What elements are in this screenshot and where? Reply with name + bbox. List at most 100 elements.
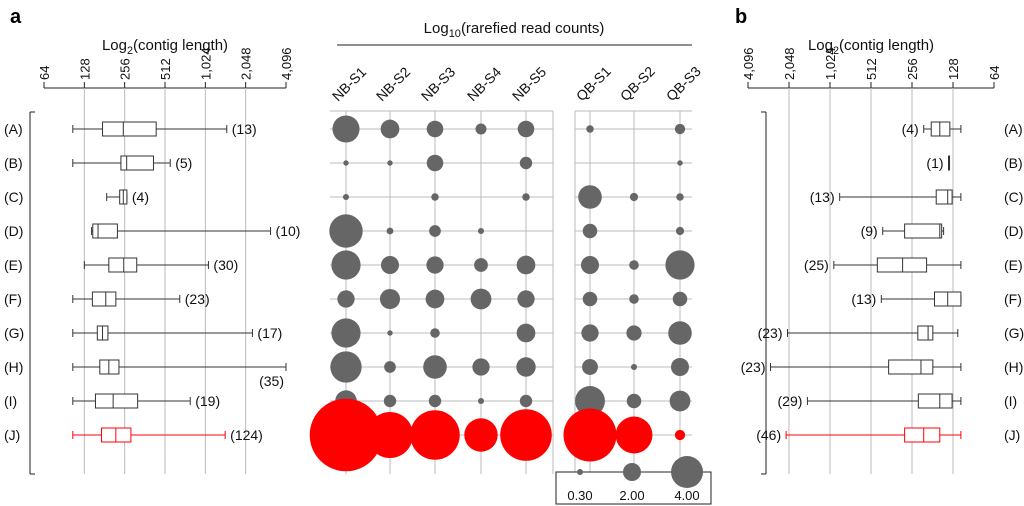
category-label: (B) <box>1004 155 1023 171</box>
bubble <box>337 290 355 308</box>
x-tick-label: 64 <box>987 66 1002 80</box>
bubble <box>582 359 598 375</box>
bubble <box>387 330 393 336</box>
legend-label: 2.00 <box>619 488 644 503</box>
bubble <box>668 321 692 345</box>
bubble <box>500 409 552 461</box>
category-label: (H) <box>4 359 23 375</box>
x-axis-label-subscript: 2 <box>833 45 839 57</box>
x-axis-label-subscript: 2 <box>127 45 133 57</box>
x-tick-label: 128 <box>77 58 92 80</box>
category-label: (A) <box>4 121 23 137</box>
bubble <box>426 154 444 172</box>
x-tick-label: 256 <box>118 58 133 80</box>
bubble <box>383 394 397 408</box>
legend-bubble <box>671 456 703 488</box>
bubble <box>671 358 689 376</box>
panel-a-boxplot: Log2(contig length) 64 128 256 512 1,024 2,048… <box>4 37 301 475</box>
box <box>120 155 154 171</box>
bubble <box>428 394 442 408</box>
bubble <box>516 323 536 343</box>
category-label: (F) <box>1004 291 1022 307</box>
sample-count-label: (35) <box>259 373 284 389</box>
bubble <box>669 390 691 412</box>
sample-count-label: (13) <box>810 189 835 205</box>
x-tick-label: 512 <box>158 58 173 80</box>
x-axis-label-prefix: Log <box>808 37 833 54</box>
bubble <box>470 288 492 310</box>
sample-count-label: (30) <box>213 257 238 273</box>
box <box>99 359 120 375</box>
category-label: (C) <box>1004 189 1023 205</box>
category-label: (I) <box>4 393 17 409</box>
box <box>94 393 139 409</box>
bubble <box>474 258 488 272</box>
sample-count-label: (10) <box>276 223 301 239</box>
bubble <box>387 160 393 166</box>
bubble-title-suffix: (rarefied read counts) <box>461 20 604 37</box>
x-tick-label: 2,048 <box>239 47 254 80</box>
bubble <box>676 193 684 201</box>
sample-count-label: (23) <box>185 291 210 307</box>
bubble-chart-title: Log10(rarefied read counts) <box>424 20 605 40</box>
sample-count-label: (25) <box>804 257 829 273</box>
panel-letter-b: b <box>735 6 748 28</box>
bubble <box>677 160 683 166</box>
box <box>92 223 118 239</box>
sample-count-label: (19) <box>195 393 220 409</box>
bubble <box>629 294 639 304</box>
sample-count-label: (13) <box>851 291 876 307</box>
bubble <box>586 125 594 133</box>
x-tick-label: 128 <box>946 58 961 80</box>
bubble <box>581 324 599 342</box>
bubble <box>380 119 400 139</box>
bubble <box>464 418 498 452</box>
column-label: NB-S3 <box>418 63 459 104</box>
column-label: QB-S3 <box>663 63 704 104</box>
bubble <box>615 416 653 454</box>
box <box>904 427 941 443</box>
category-label: (D) <box>4 223 23 239</box>
legend-bubble <box>576 468 584 476</box>
panel-b-boxplot: Log2(contig length) 4,096 2,048 1,024 512 256… <box>741 37 1024 475</box>
x-axis-label: Log2(contig length) <box>102 37 228 57</box>
legend-bubble <box>623 463 641 481</box>
category-label: (G) <box>4 325 24 341</box>
bubble <box>626 325 642 341</box>
bubble <box>381 256 399 274</box>
sample-count-label: (13) <box>232 121 257 137</box>
bubble <box>516 255 536 275</box>
x-axis-label-suffix: (contig length) <box>133 37 228 54</box>
bubble <box>425 289 445 309</box>
bubble <box>384 361 396 373</box>
sample-count-label: (1) <box>926 155 943 171</box>
x-tick-label: 2,048 <box>782 47 797 80</box>
bubble <box>578 185 602 209</box>
bubble <box>675 226 685 236</box>
bubble <box>367 412 413 458</box>
bubble <box>665 250 695 280</box>
category-label: (E) <box>1004 257 1023 273</box>
bubble <box>431 193 439 201</box>
bubble <box>522 193 530 201</box>
bubble <box>423 355 447 379</box>
x-tick-label: 4,096 <box>279 47 294 80</box>
legend-label: 4.00 <box>674 488 699 503</box>
box <box>108 257 138 273</box>
bubble <box>674 123 686 135</box>
category-label: (C) <box>4 189 23 205</box>
box <box>917 325 934 341</box>
panel-a-bubble-chart: Log10(rarefied read counts)NB-S1 NB-S2 NB-… <box>309 20 704 474</box>
bubble <box>331 250 361 280</box>
bubble-title-subscript: 10 <box>449 28 461 40</box>
bubble <box>582 223 598 239</box>
category-label: (A) <box>1004 121 1023 137</box>
bubble <box>575 386 605 416</box>
category-label: (I) <box>1004 393 1017 409</box>
category-label: (J) <box>4 427 20 443</box>
sample-count-label: (46) <box>756 427 781 443</box>
x-tick-label: 4,096 <box>741 47 756 80</box>
sample-count-label: (23) <box>758 325 783 341</box>
bubble <box>582 291 598 307</box>
bubble <box>330 351 362 383</box>
